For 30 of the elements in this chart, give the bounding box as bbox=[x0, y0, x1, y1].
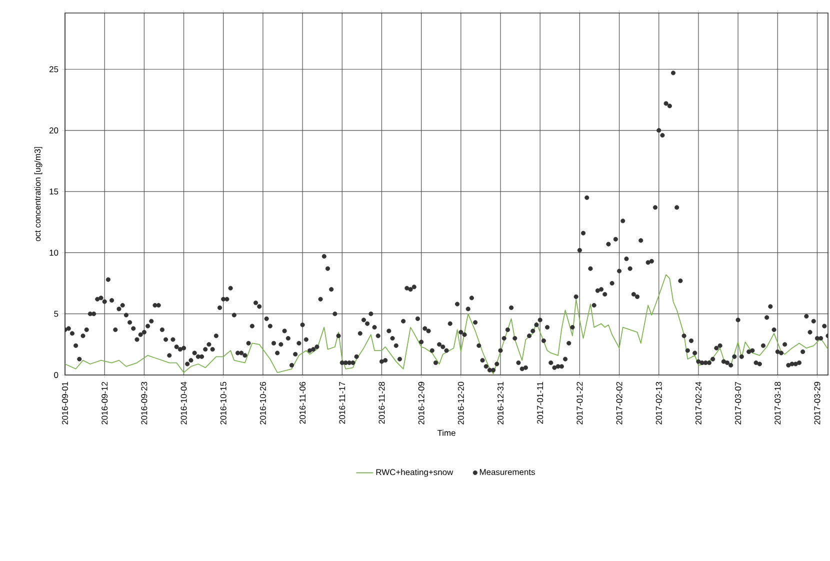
x-tick-label: 2017-02-24 bbox=[695, 382, 702, 424]
y-tick-label: 25 bbox=[49, 66, 58, 72]
x-tick-label: 2016-12-31 bbox=[498, 382, 504, 424]
x-tick-label: 2016-10-26 bbox=[260, 382, 266, 424]
y-axis-title: oct concentration [ug/m3] bbox=[34, 147, 42, 242]
x-tick-label: 2017-02-13 bbox=[656, 382, 662, 424]
x-tick-label: 2016-11-06 bbox=[300, 382, 306, 424]
x-tick-label: 2017-03-29 bbox=[814, 382, 820, 424]
x-axis-title: Time bbox=[437, 430, 456, 436]
y-tick-label: 20 bbox=[49, 127, 58, 134]
x-tick-label: 2017-01-11 bbox=[537, 382, 544, 424]
y-tick-label: 10 bbox=[50, 250, 58, 256]
x-tick-label: 2017-03-07 bbox=[735, 382, 742, 424]
x-tick-label: 2016-12-20 bbox=[458, 382, 464, 424]
x-tick-label: 2016-09-01 bbox=[62, 382, 68, 424]
x-tick-label: 2016-09-23 bbox=[141, 382, 148, 424]
x-tick-label: 2016-11-28 bbox=[378, 382, 385, 424]
y-tick-label: 0 bbox=[54, 372, 58, 378]
legend-label: RWC+heating+snow bbox=[376, 468, 454, 477]
x-tick-label: 2017-01-22 bbox=[576, 382, 583, 424]
x-tick-label: 2016-11-17 bbox=[339, 382, 346, 424]
y-tick-label: 5 bbox=[54, 310, 58, 317]
legend-label: Measurements bbox=[480, 469, 535, 475]
x-tick-label: 2016-10-04 bbox=[180, 382, 187, 424]
x-tick-label: 2016-10-15 bbox=[220, 382, 226, 424]
x-tick-label: 2016-12-09 bbox=[418, 382, 424, 424]
x-tick-label: 2017-02-02 bbox=[616, 382, 622, 424]
y-tick-label: 15 bbox=[50, 188, 58, 194]
x-tick-label: 2016-09-12 bbox=[102, 382, 108, 424]
x-tick-label: 2017-03-18 bbox=[774, 382, 781, 424]
